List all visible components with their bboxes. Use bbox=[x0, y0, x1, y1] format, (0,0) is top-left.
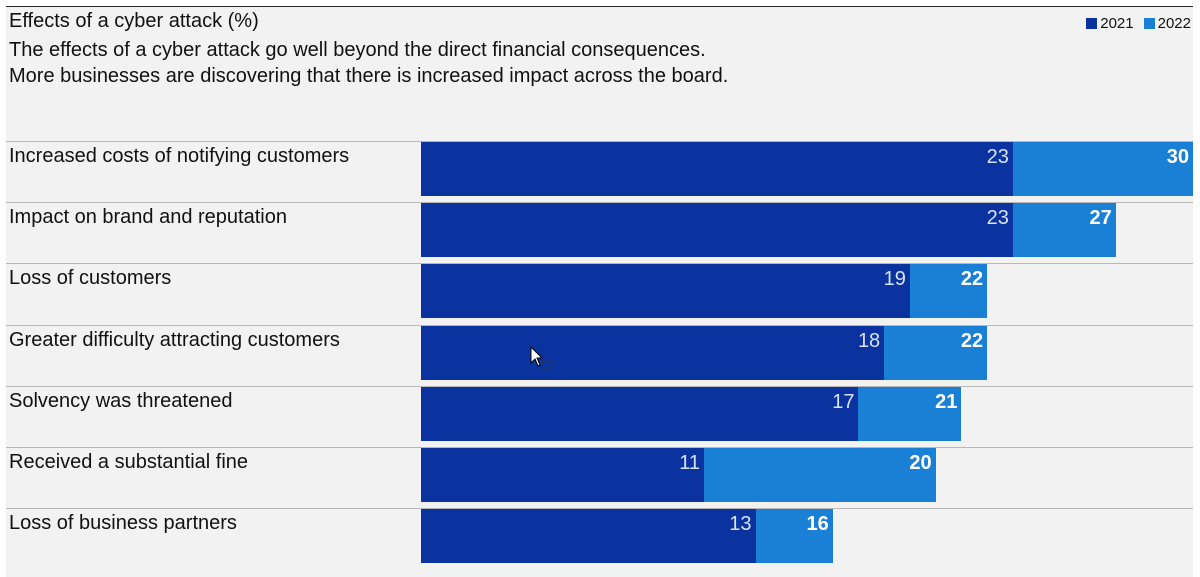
subtitle-line-1: The effects of a cyber attack go well be… bbox=[9, 39, 706, 61]
data-label-2021-impact-on-brand-and-reputation: 23 bbox=[986, 207, 1009, 230]
subtitle-line-2: More businesses are discovering that the… bbox=[9, 65, 729, 87]
data-label-2022-received-a-substantial-fine: 20 bbox=[909, 452, 932, 474]
data-label-2021-increased-costs-of-notifying-customers: 23 bbox=[986, 146, 1009, 168]
bar-2021-loss-of-customers bbox=[421, 264, 910, 319]
row-divider bbox=[6, 202, 1193, 204]
row-divider bbox=[6, 508, 1193, 510]
bar-2021-loss-of-business-partners bbox=[421, 509, 756, 564]
chart-container: Effects of a cyber attack (%) The effect… bbox=[6, 6, 1193, 577]
category-label-loss-of-customers: Loss of customers bbox=[9, 267, 172, 290]
category-label-increased-costs-of-notifying-customers: Increased costs of notifying customers bbox=[9, 145, 350, 167]
chart-subtitle: The effects of a cyber attack go well be… bbox=[9, 37, 728, 89]
data-label-2022-solvency-was-threatened: 21 bbox=[935, 390, 958, 413]
chart-title: Effects of a cyber attack (%) bbox=[9, 10, 259, 32]
category-label-greater-difficulty-attracting-customers: Greater difficulty attracting customers bbox=[9, 328, 340, 351]
category-label-loss-of-business-partners: Loss of business partners bbox=[9, 512, 237, 535]
row-divider bbox=[6, 447, 1193, 448]
bar-2021-solvency-was-threatened bbox=[421, 386, 859, 441]
mouse-cursor-icon bbox=[530, 346, 553, 369]
row-divider bbox=[6, 141, 1193, 142]
legend-swatch-2021 bbox=[1086, 18, 1098, 29]
bar-2021-impact-on-brand-and-reputation bbox=[421, 203, 1013, 258]
legend-item-2022: 2022 bbox=[1143, 15, 1191, 32]
bar-2021-greater-difficulty-attracting-customers bbox=[421, 325, 885, 380]
legend: 2021 2022 bbox=[1080, 15, 1191, 32]
category-label-solvency-was-threatened: Solvency was threatened bbox=[9, 389, 233, 412]
data-label-2021-loss-of-customers: 19 bbox=[883, 268, 906, 291]
legend-item-2021: 2021 bbox=[1086, 15, 1134, 32]
data-label-2022-loss-of-customers: 22 bbox=[960, 268, 984, 291]
category-label-impact-on-brand-and-reputation: Impact on brand and reputation bbox=[9, 206, 287, 229]
data-label-2022-increased-costs-of-notifying-customers: 30 bbox=[1166, 146, 1189, 168]
data-label-2021-loss-of-business-partners: 13 bbox=[729, 513, 752, 536]
row-divider bbox=[6, 324, 1193, 326]
data-label-2021-received-a-substantial-fine: 11 bbox=[679, 452, 701, 474]
legend-swatch-2022 bbox=[1143, 18, 1155, 29]
data-label-2021-solvency-was-threatened: 17 bbox=[832, 390, 855, 413]
row-divider bbox=[6, 385, 1193, 387]
data-label-2022-impact-on-brand-and-reputation: 27 bbox=[1089, 207, 1112, 230]
legend-label-2021: 2021 bbox=[1100, 15, 1134, 32]
data-label-2021-greater-difficulty-attracting-customers: 18 bbox=[857, 329, 881, 352]
row-divider bbox=[6, 263, 1193, 265]
category-label-received-a-substantial-fine: Received a substantial fine bbox=[9, 451, 249, 473]
bar-2021-received-a-substantial-fine bbox=[421, 448, 705, 502]
bar-2021-increased-costs-of-notifying-customers bbox=[421, 142, 1013, 196]
legend-label-2022: 2022 bbox=[1157, 15, 1191, 32]
data-label-2022-loss-of-business-partners: 16 bbox=[806, 513, 829, 536]
data-label-2022-greater-difficulty-attracting-customers: 22 bbox=[960, 329, 984, 352]
